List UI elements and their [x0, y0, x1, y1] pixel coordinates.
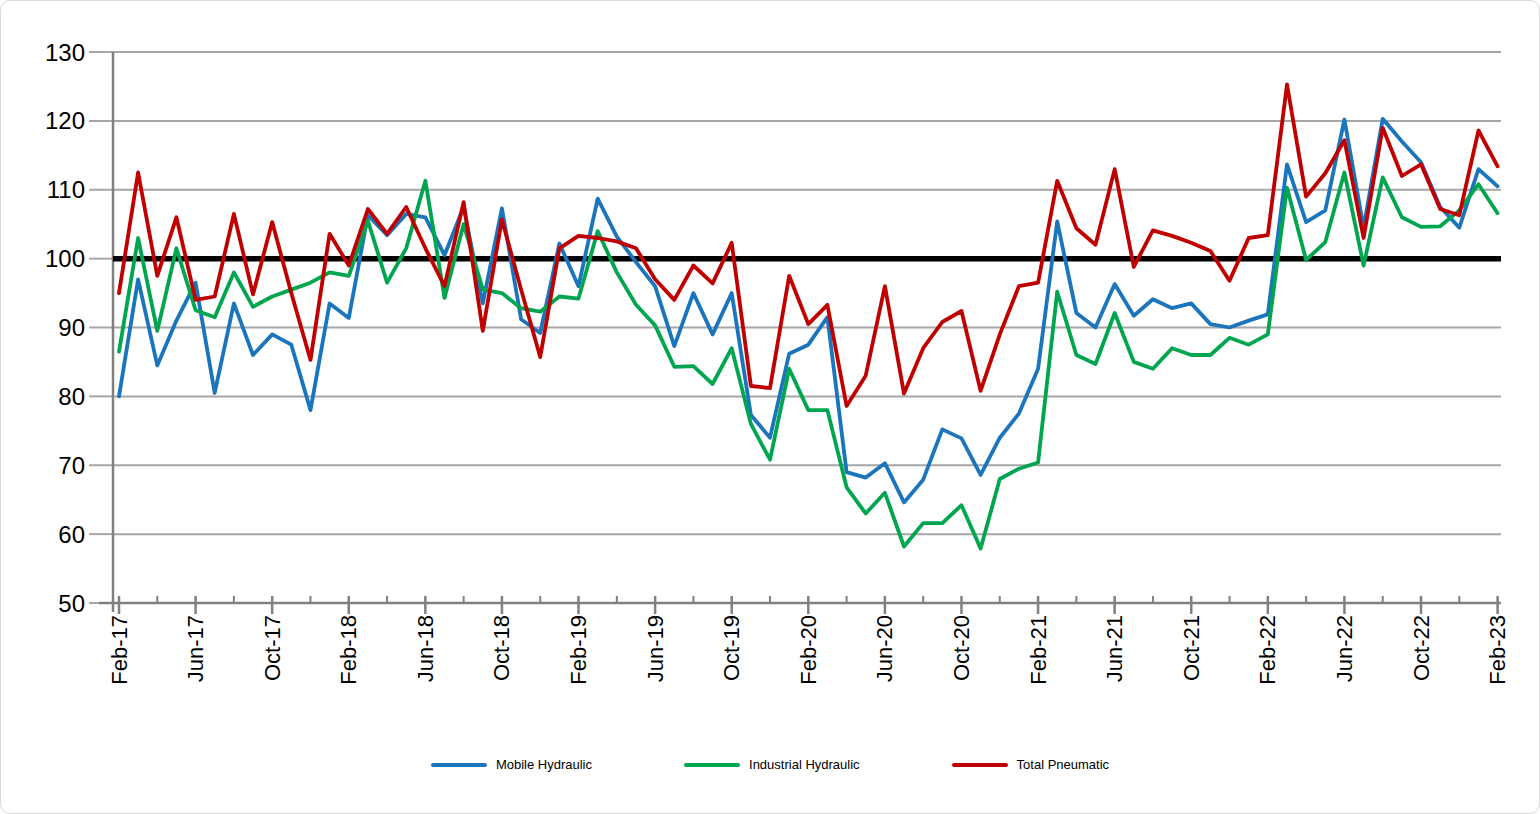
legend-item-industrial-hydraulic: Industrial Hydraulic: [684, 757, 860, 772]
legend-line-swatch-total-pneumatic: [952, 763, 1008, 767]
legend-item-total-pneumatic: Total Pneumatic: [952, 757, 1110, 772]
chart-canvas: 130 120 110 100 90 80 70 60 50 Feb-17 Jun-17 Oct-17…: [1, 1, 1540, 814]
y-axis-label: 100: [45, 245, 85, 272]
legend-line-swatch-industrial-hydraulic: [684, 763, 740, 767]
legend-label-industrial-hydraulic: Industrial Hydraulic: [749, 757, 860, 772]
series-line-industrial-hydraulic: [119, 173, 1498, 549]
line-chart-figure: 130 120 110 100 90 80 70 60 50 Feb-17 Jun-17 Oct-17…: [0, 0, 1540, 814]
legend-item-mobile-hydraulic: Mobile Hydraulic: [431, 757, 592, 772]
x-axis-label: Jun-21: [1102, 615, 1127, 682]
legend-label-total-pneumatic: Total Pneumatic: [1017, 757, 1110, 772]
x-axis-label: Oct-22: [1409, 615, 1434, 681]
y-axis-label: 60: [58, 521, 85, 548]
x-axis-label: Jun-20: [872, 615, 897, 682]
legend-label-mobile-hydraulic: Mobile Hydraulic: [496, 757, 592, 772]
x-axis-label: Jun-22: [1332, 615, 1357, 682]
y-axis-label: 130: [45, 39, 85, 66]
x-axis-label: Oct-21: [1179, 615, 1204, 681]
x-axis-label: Feb-22: [1255, 615, 1280, 685]
x-axis-label: Feb-18: [336, 615, 361, 685]
x-axis-label: Feb-17: [107, 615, 132, 685]
x-axis-label: Feb-19: [566, 615, 591, 685]
x-axis-label: Oct-17: [260, 615, 285, 681]
y-axis-label: 120: [45, 107, 85, 134]
series-line-total-pneumatic: [119, 84, 1498, 406]
y-axis-label: 90: [58, 314, 85, 341]
legend-line-swatch-mobile-hydraulic: [431, 763, 487, 767]
y-axis-label: 70: [58, 452, 85, 479]
y-axis-label: 110: [47, 176, 85, 203]
series-line-mobile-hydraulic: [119, 119, 1498, 503]
x-axis-label: Oct-19: [719, 615, 744, 681]
x-axis-label: Feb-20: [796, 615, 821, 685]
x-axis-label: Jun-17: [183, 615, 208, 682]
y-axis-label: 80: [58, 383, 85, 410]
x-axis-label: Oct-18: [489, 615, 514, 681]
chart-legend: Mobile Hydraulic Industrial Hydraulic To…: [1, 757, 1539, 772]
x-axis-label: Jun-18: [413, 615, 438, 682]
x-axis-label: Oct-20: [949, 615, 974, 681]
x-axis-label: Feb-21: [1026, 615, 1051, 685]
x-axis-label: Jun-19: [643, 615, 668, 682]
y-axis-label: 50: [58, 590, 85, 617]
x-axis-label: Feb-23: [1485, 615, 1510, 685]
